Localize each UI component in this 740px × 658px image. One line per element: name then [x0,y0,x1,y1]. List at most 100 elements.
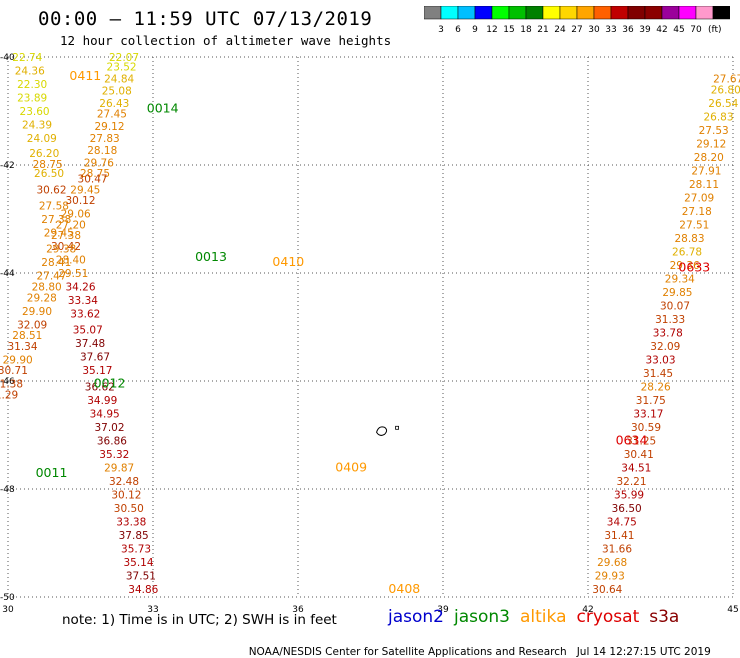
wave-height-value: 29.12 [696,138,726,150]
wave-height-value: 31.66 [602,543,632,555]
colorbar-tick: 39 [639,25,651,35]
wave-height-value: 28.11 [689,179,719,191]
wave-height-value: 34.95 [90,408,120,420]
wave-height-value: 22.07 [109,52,139,64]
wave-height-value: 23.52 [107,62,137,74]
wave-height-value: 27.09 [684,192,714,204]
wave-height-value: 29.45 [70,184,100,196]
wave-height-value: 27.83 [90,133,120,145]
wave-height-value: 30.64 [592,584,622,596]
wave-height-value: 35.17 [82,365,112,377]
wave-height-value: 29.90 [3,354,33,366]
wave-height-value: 33.62 [70,309,100,321]
x-tick-label: 45 [727,605,738,615]
wave-height-value: 29.45 [44,228,74,240]
wave-height-value: 29.76 [84,157,114,169]
wave-height-value: 27.18 [682,206,712,218]
wave-height-value: 28.20 [694,152,724,164]
legend-item-jason2: jason2 [388,607,444,627]
page-title: 00:00 – 11:59 UTC 07/13/2019 [38,8,373,30]
wave-height-value: 28.40 [56,255,86,267]
wave-height-value: 35.99 [614,489,644,501]
wave-height-value: 31.41 [604,530,634,542]
colorbar-tick: 24 [554,25,566,35]
x-tick-label: 33 [147,605,158,615]
satellite-legend: jason2 jason3 altika cryosat s3a [388,607,689,627]
credit-org: NOAA/NESDIS Center for Satellite Applica… [248,646,567,658]
wave-height-value: 26.20 [29,148,59,160]
wave-height-value: 27.53 [699,125,729,137]
wave-height-value: 29.28 [27,292,57,304]
islet-outline [395,425,399,430]
wave-height-value: 29.38 [46,244,76,256]
legend-item-cryosat: cryosat [576,607,640,627]
wave-height-value: 28.75 [80,168,110,180]
footnote: note: 1) Time is in UTC; 2) SWH is in fe… [62,612,337,628]
wave-height-value: 24.36 [15,66,45,78]
island-outline [376,426,388,436]
pass-label: 0411 [69,68,101,83]
colorbar-unit: (ft) [708,25,722,35]
pass-label: 0410 [272,254,304,269]
wave-height-value: 26.54 [708,98,738,110]
colorbar-tick: 33 [605,25,616,35]
wave-height-value: 34.51 [621,462,651,474]
wave-height-value: 28.83 [674,233,704,245]
colorbar-tick: 30 [588,25,600,35]
legend-item-altika: altika [520,607,567,627]
wave-height-value: 27.45 [97,109,127,121]
pass-label: 0634 [616,432,648,447]
wave-height-value: 27.91 [691,165,721,177]
y-tick-label: -50 [0,593,15,603]
x-tick-label: 30 [2,605,14,615]
wave-height-value: 34.99 [87,395,117,407]
y-tick-label: -40 [0,53,15,63]
colorbar-tick: 21 [537,25,548,35]
pass-label: 0409 [335,459,367,474]
y-tick-label: -42 [0,161,15,171]
wave-height-value: 29.12 [94,121,124,133]
wave-height-value: 31.34 [7,341,37,353]
wave-height-value: 31.29 [0,390,18,402]
wave-height-value: 29.34 [665,273,695,285]
colorbar-tick: 12 [486,25,497,35]
wave-height-value: 35.14 [123,557,153,569]
wave-height-value: 37.85 [119,530,149,542]
wave-height-value: 29.51 [58,268,88,280]
x-tick-label: 39 [437,605,449,615]
wave-height-value: 30.42 [51,241,81,253]
wave-height-value: 28.80 [32,282,62,294]
colorbar-tick: 9 [472,25,478,35]
page-subtitle: 12 hour collection of altimeter wave hei… [60,33,392,48]
wave-height-value: 27.38 [51,230,81,242]
pass-label: 0633 [678,260,710,275]
legend-item-s3a: s3a [649,607,680,627]
colorbar-tick: 15 [503,25,514,35]
credit-line: NOAA/NESDIS Center for Satellite Applica… [242,634,711,658]
wave-height-value: 37.02 [94,422,124,434]
colorbar-tick: 3 [438,25,444,35]
wave-height-value: 30.12 [65,195,95,207]
colorbar-tick: 6 [455,25,461,35]
wave-height-value: 37.51 [126,570,156,582]
wave-height-value: 29.87 [104,462,134,474]
pass-label: 0013 [195,249,227,264]
pass-label: 0014 [147,100,179,115]
wave-height-value: 27.38 [41,214,71,226]
colorbar-tick: 36 [622,25,634,35]
wave-height-value: 28.75 [33,159,63,171]
pass-label: 0408 [388,581,420,596]
y-tick-label: -48 [0,485,15,495]
wave-height-value: 26.78 [672,246,702,258]
wave-height-value: 29.36 [670,260,700,272]
pass-label: 0011 [36,465,68,480]
wave-height-value: 22.74 [12,52,42,64]
wave-height-value: 26.50 [34,168,64,180]
wave-height-value: 33.34 [68,295,98,307]
wave-height-value: 23.89 [17,93,47,105]
wave-height-value: 29.93 [595,570,625,582]
wave-height-value: 30.71 [0,365,28,377]
wave-height-value: 27.20 [56,219,86,231]
x-tick-label: 36 [292,605,304,615]
